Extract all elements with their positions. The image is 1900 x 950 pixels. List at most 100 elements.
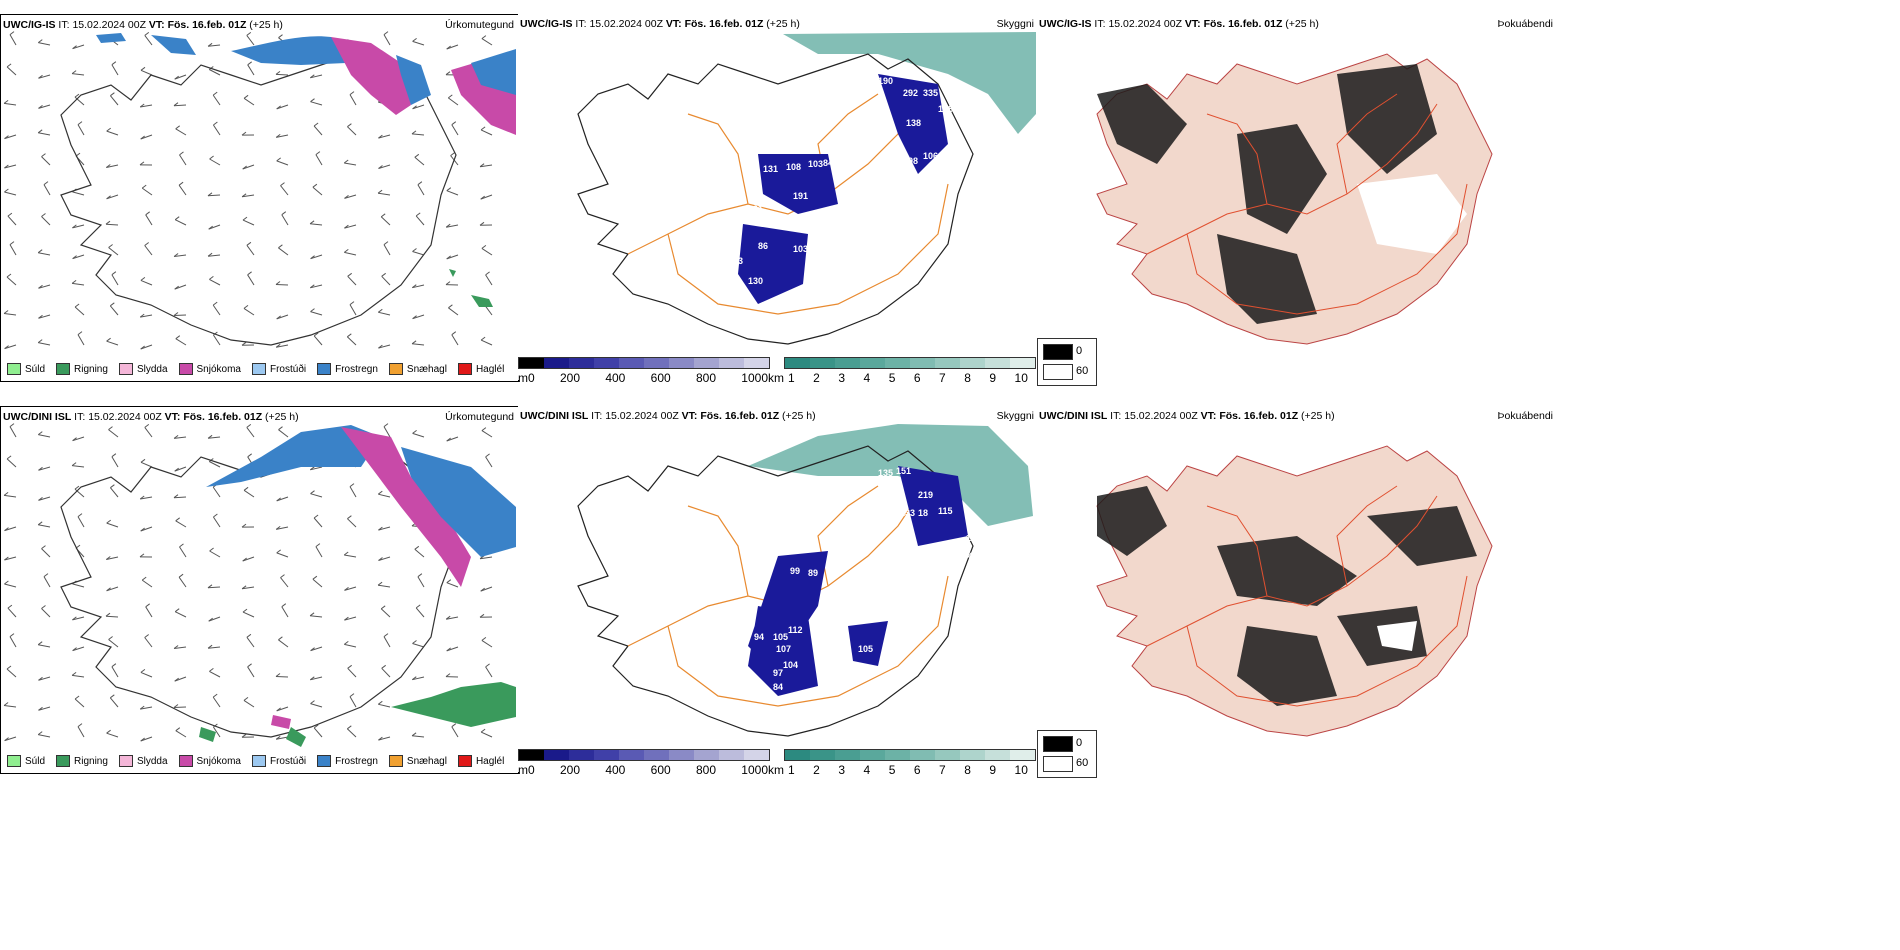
wind-barb (242, 194, 255, 198)
wind-barb-flag (278, 244, 283, 249)
wind-barb (315, 546, 323, 558)
legend-item: Snæhagl (388, 755, 447, 767)
wind-barb (310, 74, 323, 79)
scale-segment (544, 750, 569, 760)
wind-barb-flag (246, 423, 252, 428)
wind-barb-flag (343, 159, 349, 164)
wind-barb (349, 94, 357, 106)
wind-barb (208, 224, 221, 230)
scale-segment (785, 358, 810, 368)
wind-barb (310, 615, 323, 618)
wind-barb-flag (6, 63, 12, 68)
wind-barb-flag (4, 580, 9, 585)
wind-barb (480, 731, 493, 738)
legend-item: Snæhagl (388, 363, 447, 375)
wind-barb (38, 42, 51, 46)
wind-barb-flag (38, 314, 43, 319)
fog-key-swatch (1043, 344, 1073, 360)
scale-segment (835, 750, 860, 760)
wind-barb-flag (208, 225, 213, 230)
legend-label: Súld (25, 363, 46, 375)
wind-barb-flag (312, 183, 318, 188)
wind-barb (243, 489, 255, 498)
wind-barb-flag (276, 497, 282, 502)
wind-barb-flag (347, 272, 353, 277)
cloud-base-label: 18 (918, 508, 928, 518)
cloud-base-label: 104 (783, 660, 798, 670)
wind-barb-flag (74, 485, 80, 490)
legend-swatch (118, 363, 133, 375)
fog-key-label: 60 (1076, 365, 1089, 377)
wind-barb-flag (209, 155, 214, 160)
wind-barb (74, 306, 85, 316)
wind-barb (106, 130, 119, 136)
cloud-base-label: 115 (938, 506, 953, 516)
wind-barb-flag (140, 66, 146, 71)
wind-barb-flag (242, 165, 247, 170)
wind-barb (9, 426, 17, 438)
snjokoma-area (331, 37, 411, 115)
wind-barb (275, 676, 289, 678)
wind-barb (448, 307, 459, 316)
wind-barb (74, 488, 85, 498)
cloud-base-label: 104 (980, 540, 995, 550)
legend-label: Slydda (136, 755, 168, 767)
wind-barb-flag (4, 135, 9, 139)
wind-barb-flag (4, 345, 9, 350)
wind-barb (144, 35, 153, 46)
wind-barb (38, 496, 51, 501)
scale-segment (985, 750, 1010, 760)
cloud-base-label: 133 (900, 508, 915, 518)
wind-barb-flag (377, 700, 383, 705)
scale-tick-label: 10 (1014, 763, 1028, 777)
wind-barb (383, 636, 391, 648)
wind-barb-flag (278, 34, 283, 39)
wind-barb-flag (343, 640, 349, 645)
wind-barb (140, 69, 153, 76)
wind-barb-flag (349, 483, 355, 487)
wind-barb (276, 552, 289, 558)
panel-title: UWC/DINI ISL IT: 15.02.2024 00Z VT: Fös.… (3, 411, 299, 423)
wind-barb (173, 314, 187, 316)
wind-barb-flag (207, 252, 213, 257)
wind-barb-flag (451, 723, 457, 728)
wind-barb-flag (71, 671, 77, 676)
wind-barb-flag (447, 94, 453, 99)
wind-barb-flag (140, 135, 145, 140)
wind-barb-flag (485, 271, 490, 276)
scale-tick-label: 800 (695, 763, 716, 777)
wind-barb (378, 703, 391, 708)
scale-segment (694, 358, 719, 368)
wind-barb (310, 284, 323, 289)
scale-segment (694, 750, 719, 760)
wind-barb-flag (139, 705, 145, 710)
scale-tick-label: 4 (863, 371, 871, 385)
wind-barb (41, 608, 51, 618)
legend-swatch (317, 755, 332, 767)
visibility-scale (784, 749, 1036, 761)
wind-barb-flag (213, 723, 218, 728)
wind-barb-flag (312, 575, 318, 580)
legend-item: Frostúði (251, 363, 306, 375)
wind-barb (108, 247, 119, 256)
wind-barb (140, 344, 153, 350)
wind-barb-flag (174, 75, 179, 80)
fog-map-top (1096, 53, 1493, 345)
wind-barb-flag (411, 732, 417, 737)
wind-barb (344, 162, 357, 166)
scale-tick-label: 1 (788, 371, 795, 385)
scale-tick-label: 800 (695, 371, 716, 385)
scale-tick-label: 4 (863, 763, 871, 777)
panel-title: UWC/DINI ISL IT: 15.02.2024 00Z VT: Fös.… (520, 410, 816, 422)
wind-barb (38, 466, 51, 471)
wind-barb-flag (4, 556, 9, 561)
cloud-base-label: 151 (896, 466, 911, 476)
wind-barb-flag (275, 71, 281, 75)
roads (1146, 93, 1468, 315)
scale-tick-label: 1000 (741, 371, 768, 385)
wind-barb (140, 706, 153, 710)
scale-segment (810, 750, 835, 760)
wind-barb (247, 666, 255, 678)
cloud-base-label: 103 (808, 159, 823, 169)
rigning-area (449, 269, 493, 307)
